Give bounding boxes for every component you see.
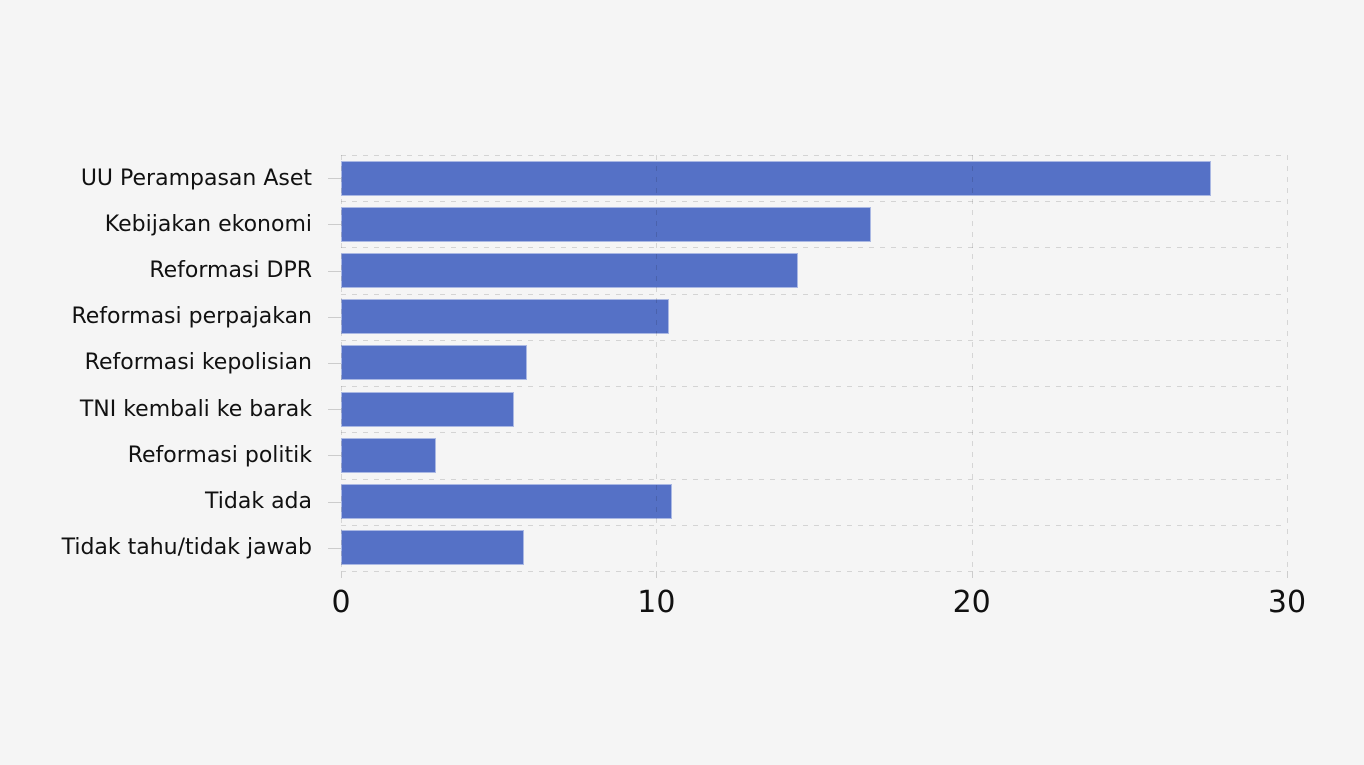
bar-tidak-ada: [341, 484, 673, 520]
y-axis-label: Tidak tahu/tidak jawab: [61, 535, 312, 561]
bar-row: [341, 479, 1287, 525]
y-axis-label: Reformasi politik: [127, 442, 312, 468]
bar-tidak-tahu-tidak-jawab: [341, 530, 524, 566]
x-tick-label: 20: [952, 585, 991, 620]
v-gridline: [341, 155, 342, 571]
y-tick-mark: [328, 547, 341, 549]
x-tick-mark: [656, 571, 658, 578]
bar-row: [341, 247, 1287, 293]
x-tick-mark: [341, 571, 342, 578]
y-axis-labels: UU Perampasan Aset Kebijakan ekonomi Refor…: [0, 155, 312, 571]
h-gridline: [341, 155, 1287, 156]
h-gridline: [341, 339, 1287, 341]
y-tick-mark: [328, 455, 341, 457]
bar-row: [341, 432, 1287, 478]
bar-row: [341, 340, 1287, 386]
bar-kebijakan-ekonomi: [341, 206, 871, 242]
h-gridline: [341, 386, 1287, 388]
h-gridline: [341, 524, 1287, 526]
y-tick-mark: [328, 270, 341, 272]
y-tick-mark: [328, 501, 341, 503]
x-tick-mark: [1287, 571, 1288, 578]
y-tick-mark: [328, 178, 341, 180]
y-axis-label: Reformasi kepolisian: [84, 350, 312, 376]
h-gridline: [341, 571, 1287, 572]
bar-row: [341, 201, 1287, 247]
h-gridline: [341, 247, 1287, 249]
y-axis-label: Reformasi DPR: [149, 258, 312, 284]
y-axis-label: Tidak ada: [205, 489, 312, 515]
plot-area: [341, 155, 1288, 572]
y-axis-label: TNI kembali ke barak: [79, 396, 312, 422]
bar-reformasi-perpajakan: [341, 299, 669, 335]
bar-row: [341, 386, 1287, 432]
bar-row: [341, 294, 1287, 340]
v-gridline: [971, 155, 973, 571]
y-axis-label: UU Perampasan Aset: [80, 165, 312, 191]
y-tick-mark: [328, 363, 341, 364]
y-axis-label: Reformasi perpajakan: [71, 304, 312, 330]
h-gridline: [341, 293, 1287, 295]
y-axis-label: Kebijakan ekonomi: [104, 211, 312, 237]
bar-reformasi-politik: [341, 437, 436, 473]
bar-tni-kembali-ke-barak: [341, 391, 515, 427]
h-gridline: [341, 478, 1287, 480]
bar-reformasi-dpr: [341, 253, 799, 289]
y-tick-mark: [328, 316, 341, 318]
bar-uu-perampasan-aset: [341, 160, 1212, 196]
y-tick-mark: [328, 224, 341, 226]
h-gridline: [341, 432, 1287, 434]
h-gridline: [341, 201, 1287, 203]
x-tick-mark: [971, 571, 973, 578]
x-tick-label: 10: [637, 585, 676, 620]
y-tick-mark: [328, 409, 341, 411]
v-gridline: [1287, 155, 1288, 571]
bar-row: [341, 155, 1287, 201]
x-tick-label: 30: [1267, 585, 1307, 620]
v-gridline: [656, 155, 658, 571]
bar-reformasi-kepolisian: [341, 345, 528, 381]
x-tick-label: 0: [331, 585, 351, 620]
bar-row: [341, 525, 1287, 571]
